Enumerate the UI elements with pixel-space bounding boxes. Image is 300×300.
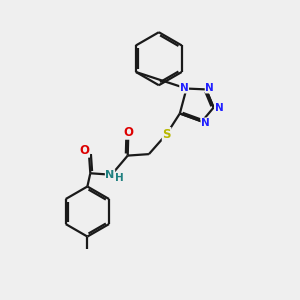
Text: H: H — [116, 173, 124, 183]
Text: N: N — [214, 103, 223, 112]
Text: O: O — [123, 126, 133, 139]
Text: O: O — [80, 144, 89, 157]
Text: N: N — [180, 83, 188, 93]
Text: N: N — [205, 83, 214, 93]
Text: N: N — [105, 170, 115, 180]
Text: S: S — [162, 128, 171, 141]
Text: N: N — [201, 118, 210, 128]
